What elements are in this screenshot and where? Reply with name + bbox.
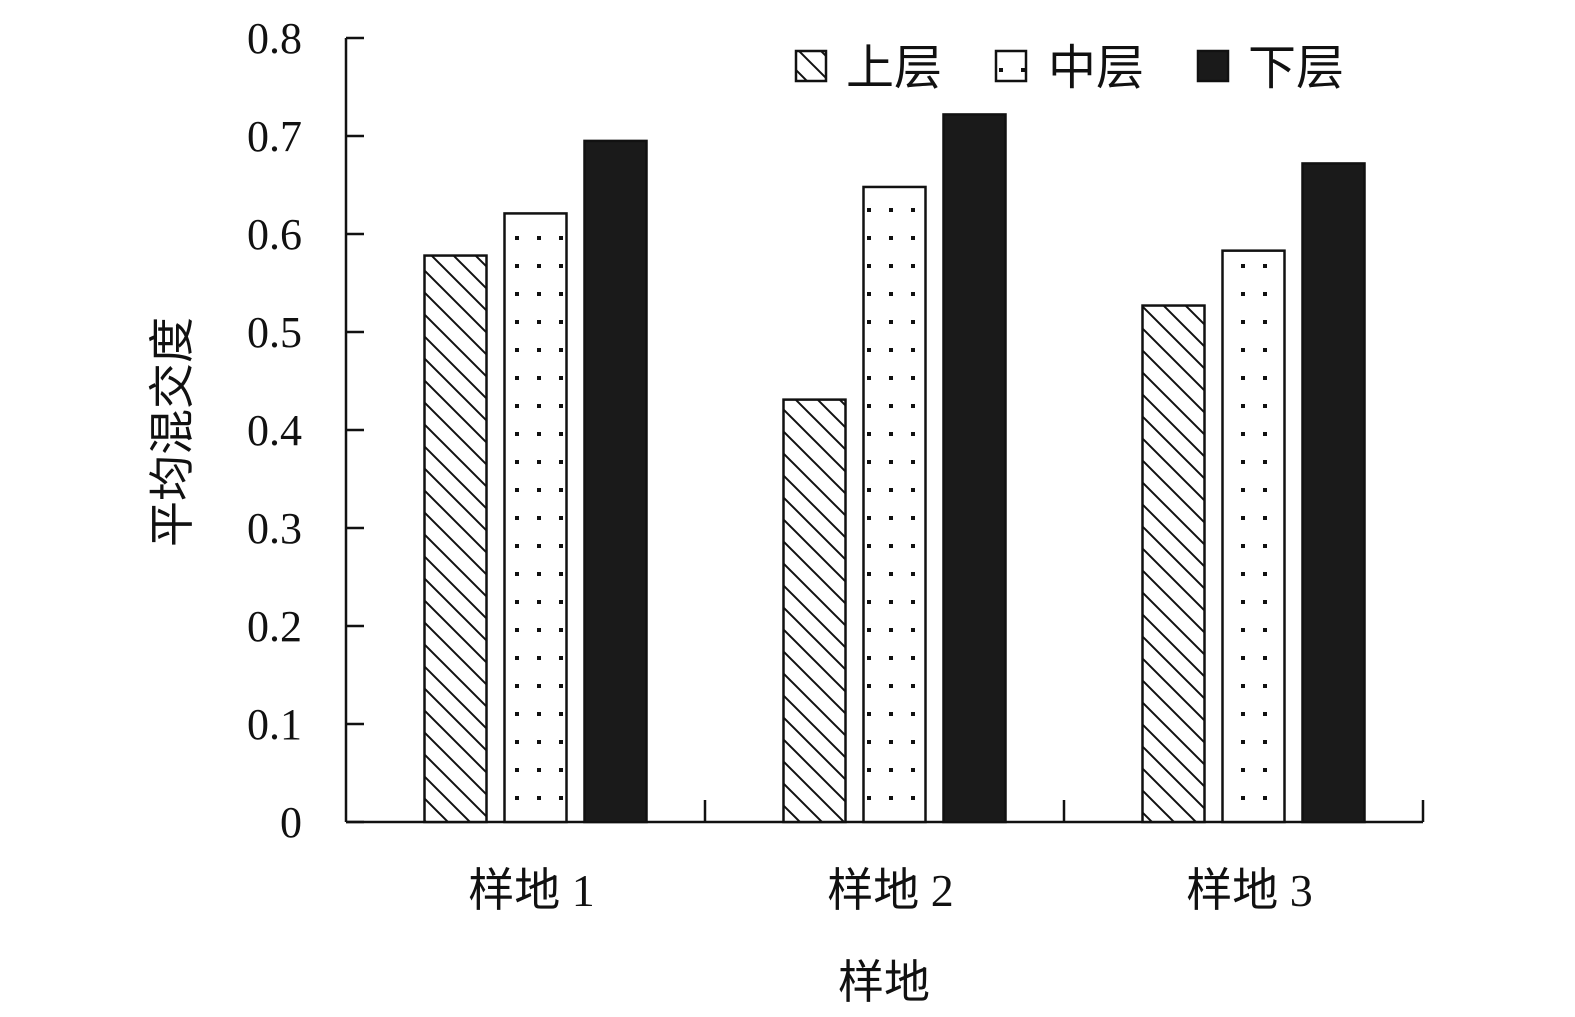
y-tick-label: 0.3 — [247, 504, 302, 553]
legend-swatch — [794, 49, 828, 83]
y-tick-label: 0.1 — [247, 700, 302, 749]
y-axis-title: 平均混交度 — [147, 317, 198, 547]
legend-label: 中层 — [1048, 42, 1144, 95]
bar — [503, 212, 568, 824]
x-category-label: 样地 2 — [827, 865, 954, 916]
x-axis-title: 样地 — [838, 957, 930, 1008]
bars — [423, 113, 1366, 824]
y-tick-label: 0 — [280, 798, 302, 847]
legend-label: 上层 — [846, 42, 942, 95]
x-category-label: 样地 3 — [1186, 865, 1313, 916]
legend: 上层 中层 下层 — [794, 42, 1344, 95]
legend-swatch — [1196, 49, 1230, 83]
y-tick-label: 0.5 — [247, 308, 302, 357]
y-tick-label: 0.6 — [247, 210, 302, 259]
bar — [1141, 304, 1206, 824]
y-tick-label: 0.2 — [247, 602, 302, 651]
bar — [862, 185, 927, 824]
bar — [1301, 162, 1366, 824]
bar — [782, 398, 847, 824]
legend-swatch — [994, 49, 1028, 83]
y-tick-label: 0.7 — [247, 112, 302, 161]
bar — [1221, 249, 1286, 824]
y-tick-label: 0.4 — [247, 406, 302, 455]
bar — [942, 113, 1007, 824]
y-tick-label: 0.8 — [247, 14, 302, 63]
x-category-label: 样地 1 — [468, 865, 595, 916]
bar — [583, 139, 648, 824]
legend-label: 下层 — [1248, 42, 1344, 95]
bar — [423, 254, 488, 824]
y-axis: 0 0.1 0.2 0.3 0.4 0.5 0.6 0.7 0.8 — [247, 14, 364, 847]
